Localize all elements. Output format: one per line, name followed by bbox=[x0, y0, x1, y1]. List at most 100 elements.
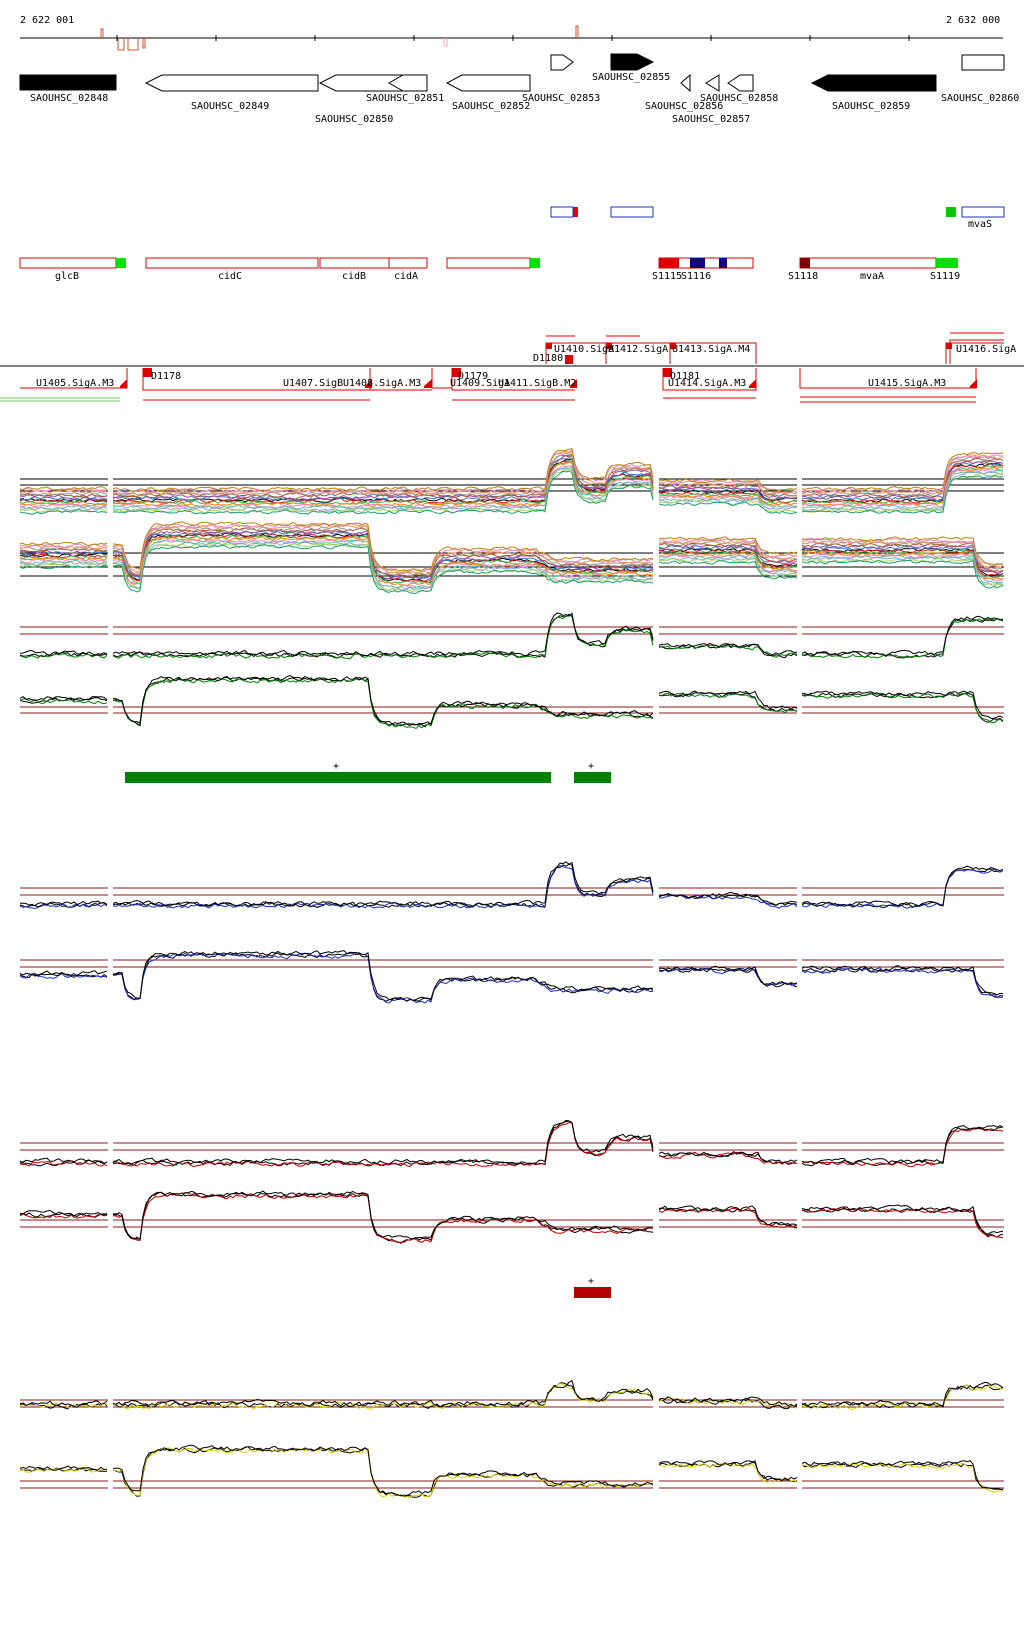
green-condition-bar bbox=[574, 772, 611, 783]
plus-marker: + bbox=[588, 761, 594, 772]
expression-panels bbox=[19, 447, 1004, 1499]
expression-trace bbox=[19, 465, 1004, 509]
expression-trace bbox=[19, 861, 1004, 908]
expression-trace bbox=[19, 1122, 1004, 1168]
red-upper bbox=[19, 1119, 1004, 1168]
gene-label: SAOUHSC_02849 bbox=[191, 101, 269, 112]
plus-marker: + bbox=[588, 1276, 594, 1287]
gene-02852[interactable] bbox=[445, 74, 531, 92]
expression-trace bbox=[19, 1383, 1004, 1411]
gene-label: SAOUHSC_02848 bbox=[30, 93, 108, 104]
gene-02859[interactable] bbox=[810, 74, 937, 92]
annotation-label: mvaS bbox=[968, 219, 992, 230]
gene-02855[interactable] bbox=[610, 53, 655, 71]
expression-trace bbox=[19, 538, 1004, 589]
feature-track: mvaS bbox=[550, 206, 1005, 230]
expression-trace bbox=[19, 1119, 1004, 1166]
plus-marker: + bbox=[333, 761, 339, 772]
expression-trace bbox=[19, 678, 1004, 729]
annotation-label: S1115 bbox=[652, 271, 682, 282]
gene-label: SAOUHSC_02853 bbox=[522, 93, 600, 104]
condition-markers: + + + bbox=[125, 761, 611, 1298]
segment-label: U1414.SigA.M3 bbox=[668, 378, 746, 389]
segment-label: U1412.SigA bbox=[608, 344, 668, 355]
segment-label: U1415.SigA.M3 bbox=[868, 378, 946, 389]
segment-label: U1407.SigB bbox=[283, 378, 343, 389]
expression-trace bbox=[19, 863, 1004, 909]
segment-label: D1181 bbox=[670, 371, 700, 382]
annotation-track bbox=[19, 257, 958, 269]
expression-trace bbox=[19, 452, 1004, 497]
expression-trace bbox=[20, 522, 1004, 574]
blue-lower bbox=[19, 950, 1004, 1004]
expression-trace bbox=[19, 1192, 1004, 1244]
gene-label: SAOUHSC_02858 bbox=[700, 93, 778, 104]
gene-track bbox=[19, 53, 1005, 93]
segment-label: D1180 bbox=[533, 353, 563, 364]
expression-trace bbox=[20, 536, 1004, 587]
gene-label: SAOUHSC_02857 bbox=[672, 114, 750, 125]
segment-label: U1416.SigA bbox=[956, 344, 1016, 355]
segment-label: U1410.SigA bbox=[554, 344, 614, 355]
expression-trace bbox=[19, 543, 1004, 592]
gene-label: SAOUHSC_02852 bbox=[452, 101, 530, 112]
yellow-lower bbox=[19, 1444, 1004, 1499]
expression-trace bbox=[19, 526, 1004, 577]
segment-label: U1411.SigB.M2 bbox=[498, 378, 576, 389]
expression-trace bbox=[19, 468, 1004, 512]
expression-trace bbox=[19, 674, 1004, 727]
gene-labels: SAOUHSC_02848 SAOUHSC_02849 SAOUHSC_0285… bbox=[30, 72, 1019, 125]
gene-label: SAOUHSC_02856 bbox=[645, 101, 723, 112]
coordinate-ruler: 2 622 001 2 632 000 bbox=[20, 15, 1003, 51]
expression-trace bbox=[19, 1191, 1004, 1243]
annotation-label: S1116 bbox=[681, 271, 711, 282]
expression-trace bbox=[19, 521, 1004, 572]
gene-label: SAOUHSC_02850 bbox=[315, 114, 393, 125]
expression-trace bbox=[19, 447, 1004, 492]
expression-trace bbox=[19, 534, 1004, 585]
expression-trace bbox=[19, 1447, 1004, 1499]
gene-label: SAOUHSC_02859 bbox=[832, 101, 910, 112]
gene-02849[interactable] bbox=[144, 74, 319, 92]
expression-trace bbox=[19, 527, 1004, 578]
expression-trace bbox=[19, 612, 1004, 657]
expression-trace bbox=[19, 465, 1004, 511]
annotation-label: mvaA bbox=[860, 271, 884, 282]
gene-02858[interactable] bbox=[727, 74, 754, 92]
multi-condition-upper bbox=[19, 447, 1004, 515]
gene-02856[interactable] bbox=[680, 73, 691, 93]
segment-label: U1408.SigA.M3 bbox=[343, 378, 421, 389]
expression-trace bbox=[19, 532, 1004, 583]
ruler-start-label: 2 622 001 bbox=[20, 15, 74, 26]
expression-trace bbox=[19, 950, 1004, 1002]
expression-trace bbox=[19, 454, 1004, 498]
yellow-upper bbox=[19, 1379, 1004, 1411]
expression-trace bbox=[19, 531, 1004, 581]
expression-trace bbox=[19, 544, 1004, 595]
gene-02851[interactable] bbox=[387, 74, 428, 92]
green-lower bbox=[19, 674, 1004, 729]
annotation-label: cidA bbox=[394, 271, 418, 282]
expression-trace bbox=[19, 460, 1004, 506]
red-lower bbox=[19, 1190, 1004, 1244]
annotation-labels: glcB cidC cidB cidA S1115 S1116 S1118 mv… bbox=[55, 271, 960, 282]
gene-label: SAOUHSC_02855 bbox=[592, 72, 670, 83]
expression-trace bbox=[19, 1190, 1004, 1241]
segment-track: U1410.SigA U1412.SigA U1413.SigA.M4 U141… bbox=[0, 332, 1024, 403]
gene-02853[interactable] bbox=[550, 54, 574, 71]
gene-label: SAOUHSC_02851 bbox=[366, 93, 444, 104]
expression-trace bbox=[19, 1446, 1004, 1498]
blue-upper bbox=[19, 861, 1004, 910]
annotation-label: cidB bbox=[342, 271, 366, 282]
ruler-end-label: 2 632 000 bbox=[946, 15, 1000, 26]
expression-trace bbox=[19, 451, 1004, 495]
segment-label: U1409.SigA bbox=[450, 378, 510, 389]
gene-02848[interactable] bbox=[19, 74, 117, 91]
expression-trace bbox=[20, 1120, 1004, 1167]
gene-02857[interactable] bbox=[705, 74, 720, 92]
expression-trace bbox=[19, 1444, 1004, 1497]
gene-02860[interactable] bbox=[961, 54, 1005, 71]
expression-trace bbox=[19, 865, 1004, 910]
gene-label: SAOUHSC_02860 bbox=[941, 93, 1019, 104]
